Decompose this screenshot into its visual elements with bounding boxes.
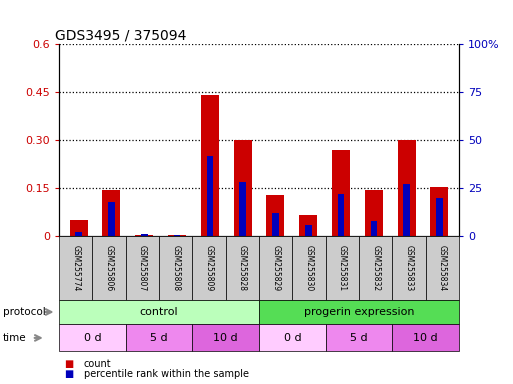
- Text: GSM255774: GSM255774: [71, 245, 80, 291]
- Bar: [135, 235, 153, 236]
- Bar: [272, 213, 279, 236]
- Bar: [403, 184, 410, 236]
- Text: GSM255828: GSM255828: [238, 245, 247, 291]
- Bar: [70, 220, 88, 236]
- Text: GSM255807: GSM255807: [138, 245, 147, 291]
- Text: GSM255831: GSM255831: [338, 245, 347, 291]
- Bar: [108, 202, 115, 236]
- Bar: [201, 95, 219, 236]
- Bar: [430, 187, 448, 236]
- Text: count: count: [84, 359, 111, 369]
- Text: GSM255806: GSM255806: [105, 245, 113, 291]
- Bar: [233, 140, 252, 236]
- Text: protocol: protocol: [3, 307, 45, 317]
- Bar: [103, 190, 121, 236]
- Text: GSM255809: GSM255809: [205, 245, 213, 291]
- Text: time: time: [3, 333, 26, 343]
- Text: GDS3495 / 375094: GDS3495 / 375094: [55, 29, 186, 43]
- Bar: [398, 140, 416, 236]
- Text: control: control: [140, 307, 179, 317]
- Text: 5 d: 5 d: [150, 333, 168, 343]
- Text: GSM255808: GSM255808: [171, 245, 180, 291]
- Text: GSM255830: GSM255830: [305, 245, 313, 291]
- Bar: [174, 235, 181, 236]
- Bar: [332, 150, 350, 236]
- Bar: [365, 190, 383, 236]
- Bar: [75, 232, 82, 236]
- Bar: [168, 235, 186, 236]
- Bar: [240, 182, 246, 236]
- Text: GSM255833: GSM255833: [405, 245, 413, 291]
- Text: GSM255832: GSM255832: [371, 245, 380, 291]
- Text: percentile rank within the sample: percentile rank within the sample: [84, 369, 249, 379]
- Bar: [436, 198, 443, 236]
- Bar: [141, 234, 148, 236]
- Bar: [338, 194, 344, 236]
- Text: 5 d: 5 d: [350, 333, 368, 343]
- Bar: [305, 225, 311, 236]
- Text: 10 d: 10 d: [213, 333, 238, 343]
- Bar: [370, 221, 377, 236]
- Bar: [266, 195, 285, 236]
- Text: 0 d: 0 d: [84, 333, 101, 343]
- Bar: [207, 156, 213, 236]
- Text: 10 d: 10 d: [413, 333, 438, 343]
- Text: GSM255829: GSM255829: [271, 245, 280, 291]
- Text: GSM255834: GSM255834: [438, 245, 447, 291]
- Text: progerin expression: progerin expression: [304, 307, 415, 317]
- Text: ■: ■: [64, 369, 73, 379]
- Text: ■: ■: [64, 359, 73, 369]
- Bar: [299, 215, 317, 236]
- Text: 0 d: 0 d: [284, 333, 301, 343]
